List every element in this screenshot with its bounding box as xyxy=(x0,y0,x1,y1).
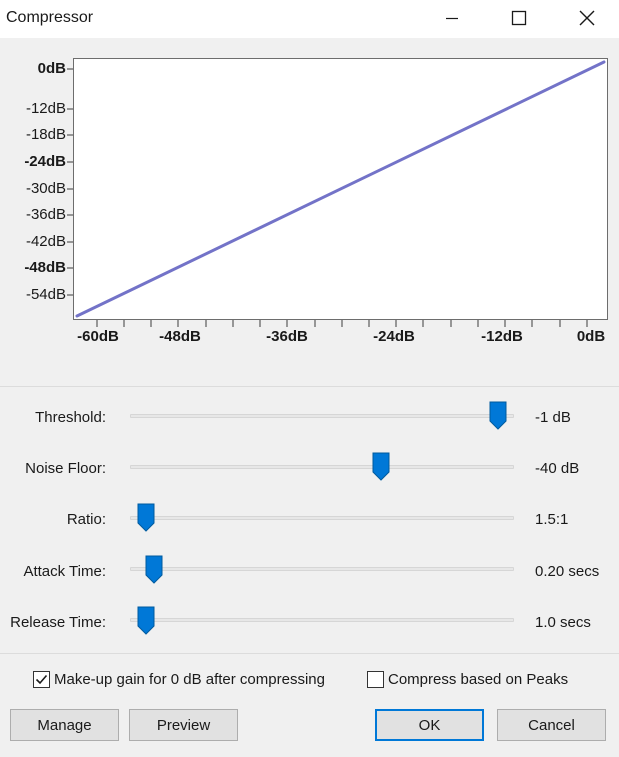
minimize-icon xyxy=(446,17,458,20)
y-label-24: -24dB xyxy=(24,153,66,170)
threshold-slider-thumb[interactable] xyxy=(489,401,507,430)
slider-thumb-icon xyxy=(372,452,390,481)
close-button[interactable] xyxy=(564,0,610,36)
ratio-value: 1.5:1 xyxy=(535,511,569,528)
noise-floor-label: Noise Floor: xyxy=(25,460,106,477)
slider-thumb-icon xyxy=(137,503,155,532)
maximize-button[interactable] xyxy=(496,0,542,36)
y-label-0: 0dB xyxy=(37,60,66,77)
slider-thumb-icon xyxy=(137,606,155,635)
y-label-18: -18dB xyxy=(25,126,66,143)
release-time-label: Release Time: xyxy=(10,614,106,631)
window-title: Compressor xyxy=(6,9,94,26)
minimize-button[interactable] xyxy=(429,0,475,36)
release-time-value: 1.0 secs xyxy=(535,614,591,631)
x-label-0: 0dB xyxy=(576,328,606,345)
release-time-slider-thumb[interactable] xyxy=(137,606,155,635)
attack-time-slider-track[interactable] xyxy=(130,567,514,571)
ratio-label: Ratio: xyxy=(66,511,106,528)
attack-time-label: Attack Time: xyxy=(23,563,106,580)
x-label-60: -60dB xyxy=(77,328,119,345)
curve-plot xyxy=(75,60,606,318)
manage-button[interactable]: Manage xyxy=(10,709,119,741)
threshold-value: -1 dB xyxy=(535,409,571,426)
y-label-12: -12dB xyxy=(25,100,66,117)
slider-thumb-icon xyxy=(489,401,507,430)
cancel-button[interactable]: Cancel xyxy=(497,709,606,741)
separator-top xyxy=(0,386,619,387)
x-label-12: -12dB xyxy=(481,328,523,345)
threshold-label: Threshold: xyxy=(35,409,106,426)
ok-button[interactable]: OK xyxy=(375,709,484,741)
y-label-54: -54dB xyxy=(25,286,66,303)
y-label-30: -30dB xyxy=(25,180,66,197)
ratio-slider-thumb[interactable] xyxy=(137,503,155,532)
slider-thumb-icon xyxy=(145,555,163,584)
axis-ticks xyxy=(67,68,588,327)
compress-peaks-label: Compress based on Peaks xyxy=(388,671,569,688)
x-label-24: -24dB xyxy=(373,328,415,345)
preview-button[interactable]: Preview xyxy=(129,709,238,741)
attack-time-slider-thumb[interactable] xyxy=(145,555,163,584)
noise-floor-slider-thumb[interactable] xyxy=(372,452,390,481)
y-label-48: -48dB xyxy=(24,259,66,276)
ratio-slider-track[interactable] xyxy=(130,516,514,520)
makeup-gain-checkbox[interactable] xyxy=(33,671,50,688)
title-bar: Compressor xyxy=(0,0,619,38)
release-time-slider-track[interactable] xyxy=(130,618,514,622)
compress-peaks-checkbox[interactable] xyxy=(367,671,384,688)
makeup-gain-option[interactable]: Make-up gain for 0 dB after compressing xyxy=(33,671,325,688)
noise-floor-value: -40 dB xyxy=(535,460,580,477)
compress-peaks-option[interactable]: Compress based on Peaks xyxy=(367,671,568,688)
threshold-slider-track[interactable] xyxy=(130,414,514,418)
maximize-icon xyxy=(511,10,527,26)
close-icon xyxy=(579,10,595,26)
noise-floor-slider-track[interactable] xyxy=(130,465,514,469)
compression-curve-line xyxy=(75,60,606,318)
y-label-42: -42dB xyxy=(25,233,66,250)
compression-curve-graph xyxy=(73,58,608,320)
checkmark-icon xyxy=(35,674,48,685)
attack-time-value: 0.20 secs xyxy=(535,563,600,580)
x-label-36: -36dB xyxy=(266,328,308,345)
separator-bottom xyxy=(0,653,619,654)
makeup-gain-label: Make-up gain for 0 dB after compressing xyxy=(54,671,325,688)
x-label-48: -48dB xyxy=(159,328,201,345)
y-label-36: -36dB xyxy=(25,206,66,223)
